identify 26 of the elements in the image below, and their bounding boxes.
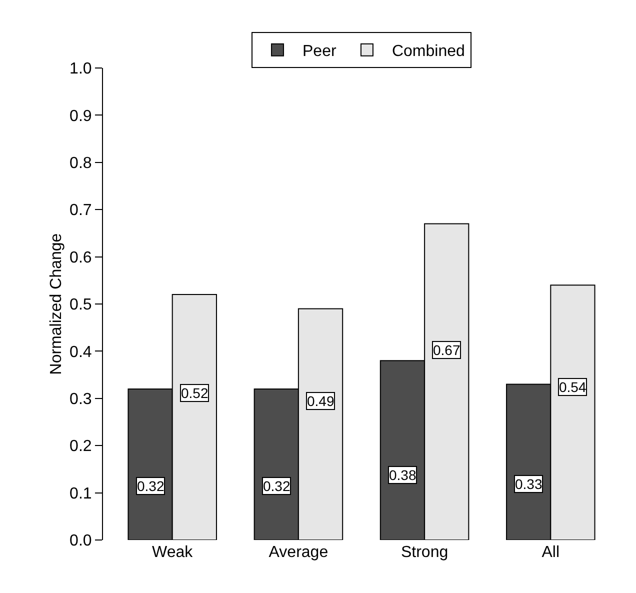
y-tick-label: 1.0 <box>70 60 92 78</box>
data-label: 0.32 <box>263 478 290 494</box>
y-tick-label: 0.8 <box>70 155 92 172</box>
legend-label: Peer <box>302 43 337 60</box>
y-tick-label: 0.5 <box>70 296 92 314</box>
y-tick-label: 0.6 <box>70 249 92 266</box>
data-label: 0.54 <box>559 379 586 395</box>
x-tick-label: Average <box>268 544 328 561</box>
y-tick-label: 0.1 <box>70 485 92 502</box>
data-label: 0.52 <box>181 385 208 401</box>
x-tick-label: All <box>542 544 560 561</box>
y-axis-title: Normalized Change <box>48 233 65 375</box>
data-label: 0.38 <box>389 467 416 483</box>
y-tick-label: 0.3 <box>70 391 92 408</box>
y-tick-label: 0.4 <box>70 344 92 361</box>
y-tick-label: 0.9 <box>70 108 92 125</box>
data-label: 0.49 <box>307 393 334 409</box>
y-tick-label: 0.2 <box>70 438 92 456</box>
data-label: 0.33 <box>515 476 542 492</box>
y-tick-label: 0.0 <box>70 532 92 550</box>
x-tick-label: Weak <box>152 544 194 561</box>
x-tick-label: Strong <box>400 544 448 561</box>
y-tick-label: 0.7 <box>70 202 92 220</box>
legend-label: Combined <box>392 43 465 60</box>
data-label: 0.32 <box>137 478 164 494</box>
data-label: 0.67 <box>433 342 460 358</box>
